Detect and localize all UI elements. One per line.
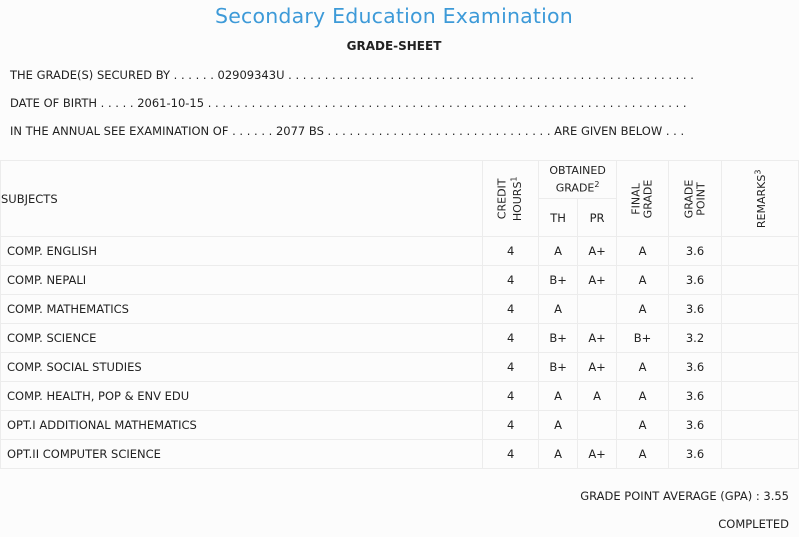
credit-cell: 4 [482, 381, 540, 411]
gpa-summary: GRADE POINT AVERAGE (GPA) : 3.55 [580, 489, 789, 503]
th-grade-cell: A [538, 410, 579, 440]
pr-grade-cell: A+ [577, 236, 618, 266]
subject-cell: COMP. ENGLISH [0, 236, 484, 266]
th-grade-cell: A [538, 439, 579, 469]
final-grade-cell: A [616, 381, 670, 411]
date-of-birth-line: DATE OF BIRTH . . . . . 2061-10-15 . . .… [10, 96, 687, 110]
table-row: COMP. ENGLISH 4 A A+ A 3.6 [0, 236, 799, 266]
examination-line: IN THE ANNUAL SEE EXAMINATION OF . . . .… [10, 124, 685, 138]
remarks-cell [721, 352, 799, 382]
obtained-grade-header: OBTAINED GRADE2 [538, 160, 618, 199]
grade-point-cell: 3.6 [668, 265, 722, 295]
subject-cell: COMP. SCIENCE [0, 323, 484, 353]
table-row: OPT.II COMPUTER SCIENCE 4 A A+ A 3.6 [0, 439, 799, 469]
credit-cell: 4 [482, 323, 540, 353]
th-grade-cell: B+ [538, 352, 579, 382]
table-row: COMP. MATHEMATICS 4 A A 3.6 [0, 294, 799, 324]
table-row: OPT.I ADDITIONAL MATHEMATICS 4 A A 3.6 [0, 410, 799, 440]
table-row: COMP. SCIENCE 4 B+ A+ B+ 3.2 [0, 323, 799, 353]
table-row: COMP. HEALTH, POP & ENV EDU 4 A A A 3.6 [0, 381, 799, 411]
remarks-cell [721, 236, 799, 266]
subject-cell: COMP. NEPALI [0, 265, 484, 295]
final-grade-cell: A [616, 236, 670, 266]
exam-title: Secondary Education Examination [215, 4, 573, 28]
remarks-cell [721, 294, 799, 324]
pr-grade-cell: A+ [577, 352, 618, 382]
subjects-header: SUBJECTS [0, 160, 484, 237]
pr-grade-cell [577, 294, 618, 324]
completion-status: COMPLETED [718, 517, 789, 531]
th-header: TH [538, 198, 579, 237]
credit-cell: 4 [482, 236, 540, 266]
grade-table: SUBJECTS CREDIT HOURS1 OBTAINED GRADE2 FIN… [0, 160, 799, 469]
th-grade-cell: B+ [538, 265, 579, 295]
pr-grade-cell: A [577, 381, 618, 411]
credit-cell: 4 [482, 265, 540, 295]
final-grade-cell: A [616, 410, 670, 440]
remarks-header: REMARKS3 [721, 160, 799, 237]
grade-point-cell: 3.6 [668, 381, 722, 411]
th-grade-cell: A [538, 294, 579, 324]
pr-header: PR [577, 198, 618, 237]
remarks-cell [721, 439, 799, 469]
grade-point-cell: 3.2 [668, 323, 722, 353]
subject-cell: COMP. MATHEMATICS [0, 294, 484, 324]
remarks-cell [721, 381, 799, 411]
subject-cell: COMP. HEALTH, POP & ENV EDU [0, 381, 484, 411]
pr-grade-cell: A+ [577, 439, 618, 469]
final-grade-cell: A [616, 439, 670, 469]
final-grade-cell: B+ [616, 323, 670, 353]
grade-sheet-heading: GRADE-SHEET [346, 39, 442, 53]
grade-secured-by-line: THE GRADE(S) SECURED BY . . . . . . 0290… [10, 68, 694, 82]
grade-point-cell: 3.6 [668, 352, 722, 382]
th-grade-cell: A [538, 381, 579, 411]
remarks-cell [721, 323, 799, 353]
final-grade-header: FINAL GRADE [616, 160, 670, 237]
grade-point-header: GRADE POINT [668, 160, 722, 237]
final-grade-cell: A [616, 294, 670, 324]
pr-grade-cell [577, 410, 618, 440]
subject-cell: COMP. SOCIAL STUDIES [0, 352, 484, 382]
grade-point-cell: 3.6 [668, 439, 722, 469]
subject-cell: OPT.I ADDITIONAL MATHEMATICS [0, 410, 484, 440]
table-row: COMP. SOCIAL STUDIES 4 B+ A+ A 3.6 [0, 352, 799, 382]
credit-cell: 4 [482, 352, 540, 382]
grade-point-cell: 3.6 [668, 236, 722, 266]
table-row: COMP. NEPALI 4 B+ A+ A 3.6 [0, 265, 799, 295]
credit-cell: 4 [482, 410, 540, 440]
th-grade-cell: B+ [538, 323, 579, 353]
subject-cell: OPT.II COMPUTER SCIENCE [0, 439, 484, 469]
grade-point-cell: 3.6 [668, 410, 722, 440]
grade-point-cell: 3.6 [668, 294, 722, 324]
final-grade-cell: A [616, 265, 670, 295]
remarks-cell [721, 265, 799, 295]
credit-cell: 4 [482, 439, 540, 469]
final-grade-cell: A [616, 352, 670, 382]
pr-grade-cell: A+ [577, 265, 618, 295]
credit-hours-header: CREDIT HOURS1 [482, 160, 540, 237]
credit-cell: 4 [482, 294, 540, 324]
remarks-cell [721, 410, 799, 440]
pr-grade-cell: A+ [577, 323, 618, 353]
th-grade-cell: A [538, 236, 579, 266]
